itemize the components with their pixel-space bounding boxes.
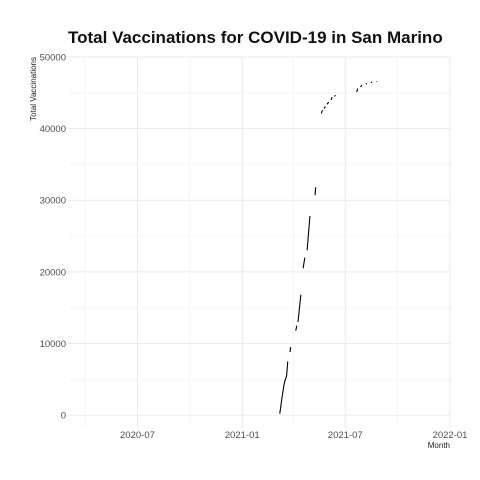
series-line-segment [295,325,298,331]
series-line-segment [360,84,363,88]
series-line-segment [306,215,311,251]
series-line-segment [370,81,373,84]
series-line-segment [326,101,330,105]
x-tick-label: 2022-01 [433,430,468,441]
chart-title: Total Vaccinations for COVID-19 in San M… [68,28,443,47]
y-tick-label: 10000 [40,339,66,350]
x-tick-label: 2021-01 [225,430,260,441]
y-tick-label: 0 [61,411,66,422]
series-line-segment [323,106,326,109]
y-tick-label: 30000 [40,196,66,207]
series-line-segment [356,88,359,93]
x-axis-title: Month [428,441,450,450]
series-line-segment [330,96,333,101]
y-tick-label: 20000 [40,267,66,278]
series-line-segment [289,347,292,353]
series-line-segment [365,83,368,85]
series-line-segment [279,361,289,414]
x-tick-label: 2020-07 [120,430,155,441]
series-line-segment [297,294,302,323]
axis-ticks: 2020-07 2021-01 2021-07 2022-01 0 10000 20000 3… [40,53,468,442]
vaccinations-line [279,80,378,414]
series-line-segment [314,187,317,196]
x-tick-label: 2021-07 [328,430,363,441]
y-tick-label: 40000 [40,124,66,135]
y-axis-title: Total Vaccinations [29,57,38,121]
series-line-segment [334,94,336,97]
series-line-segment [302,257,306,269]
y-tick-label: 50000 [40,53,66,64]
grid [68,56,451,428]
series-line-segment [320,109,324,114]
